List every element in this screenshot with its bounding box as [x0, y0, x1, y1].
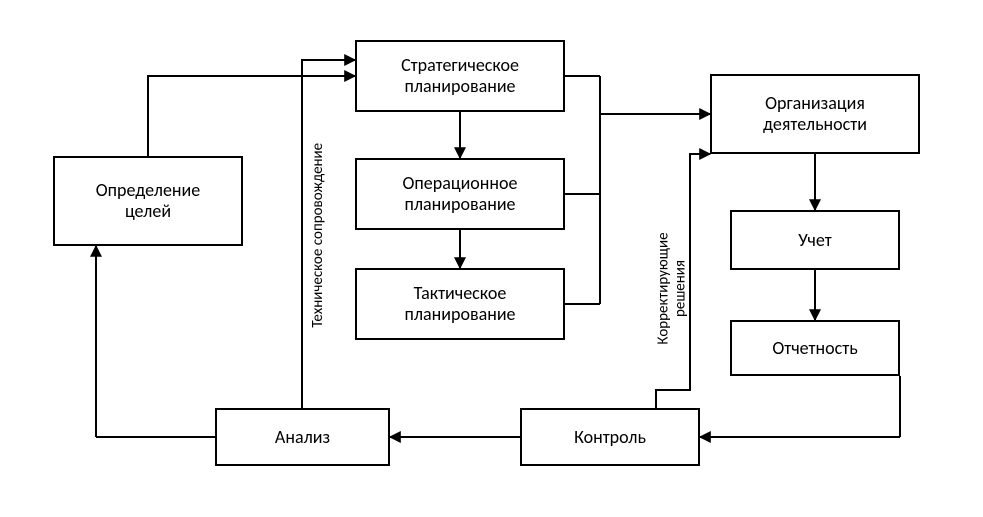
node-strat: Стратегическоепланирование	[355, 40, 565, 112]
node-anal: Анализ	[215, 408, 390, 466]
vlabel-vl_tech: Техническое сопровождение	[298, 105, 338, 365]
node-tact: Тактическоепланирование	[355, 268, 565, 340]
node-acct: Учет	[730, 210, 900, 270]
flowchart-canvas: Определениецелей Стратегическоепланирован…	[0, 0, 983, 517]
node-oper: Операционноепланирование	[355, 158, 565, 230]
node-rep: Отчетность	[730, 320, 900, 376]
node-goal: Определениецелей	[53, 156, 243, 246]
node-org: Организациядеятельности	[710, 74, 920, 154]
vlabel-vl_corr: Корректирующиерешения	[652, 158, 692, 418]
